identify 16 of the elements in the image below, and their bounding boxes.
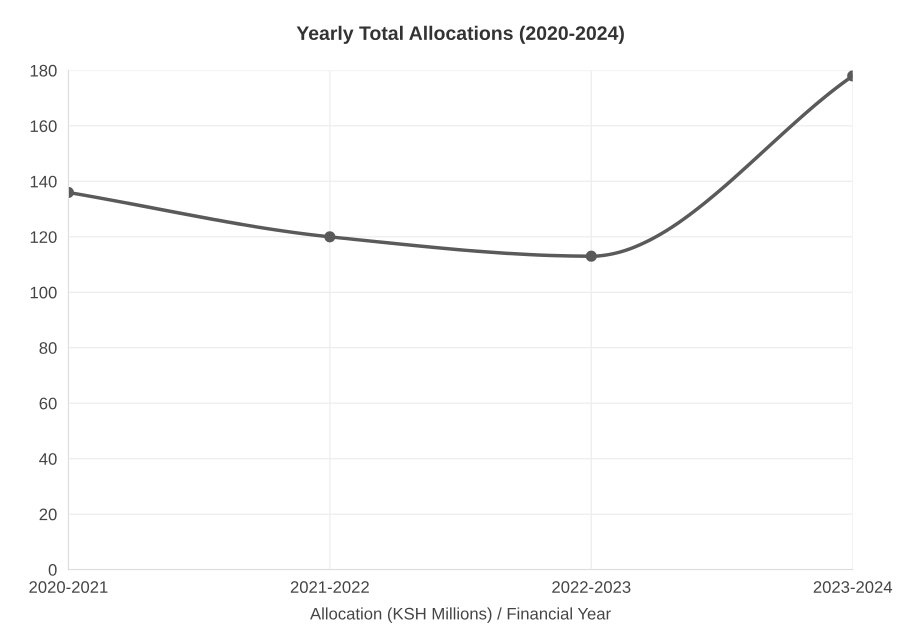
y-tick-label: 120 <box>30 231 57 244</box>
y-tick-label: 140 <box>30 176 57 188</box>
y-tick-label: 40 <box>39 453 57 465</box>
x-tick-label: 2021-2022 <box>290 581 369 593</box>
y-tick-label: 60 <box>40 398 57 410</box>
x-tick-label: 2020-2021 <box>29 581 108 593</box>
y-tick-label: 0 <box>48 564 57 576</box>
y-tick-label: 160 <box>30 120 57 132</box>
x-tick-label: 2023-2024 <box>814 581 892 593</box>
y-tick-label: 20 <box>40 508 57 520</box>
chart-title: Yearly Total Allocations (2020-2024) <box>296 26 624 44</box>
x-axis-title: Allocation (KSH Millions) / Financial Year <box>310 607 611 623</box>
y-tick-label: 100 <box>30 286 57 298</box>
y-tick-label: 80 <box>39 342 57 354</box>
y-tick-label: 180 <box>30 64 57 77</box>
x-tick-label: 2022-2023 <box>552 581 630 593</box>
